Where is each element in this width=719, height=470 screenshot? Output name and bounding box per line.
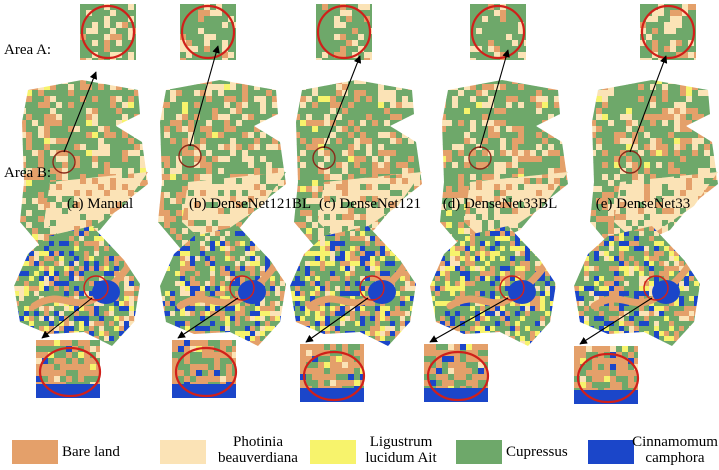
zoom-arrow-top-4 [629, 55, 668, 153]
area-b-label: Area B: [4, 165, 52, 181]
zoom-arrow-top-3 [479, 49, 510, 149]
caption-densenet121bl: (b) DenseNet121BL [188, 196, 312, 212]
legend-swatch-bare-land [12, 440, 58, 464]
inset-bottom-1 [172, 340, 238, 398]
legend-swatch-photinia [160, 440, 206, 464]
zoom-arrow-bottom-2 [305, 297, 369, 343]
zoom-arrow-top-0 [63, 71, 98, 153]
inset-bottom-3 [424, 344, 490, 402]
zoom-arrow-bottom-1 [177, 297, 239, 339]
inset-area-a-2 [316, 4, 372, 60]
legend-swatch-cinnamomum [588, 440, 634, 464]
area-a-label: Area A: [4, 42, 52, 58]
map-bottom-4 [574, 226, 700, 346]
inset-area-a-0 [80, 4, 136, 60]
legend-label-photinia: Photinia beauverdiana [218, 434, 298, 466]
legend-swatch-cupressus [456, 440, 502, 464]
inset-bottom-2 [300, 344, 366, 402]
map-bottom-0 [14, 226, 140, 346]
legend-swatch-ligustrum [310, 440, 356, 464]
inset-area-a-4 [640, 4, 696, 60]
map-bottom-2 [290, 226, 416, 346]
inset-area-a-1 [180, 4, 236, 60]
legend-label-ligustrum: Ligustrum lucidum Ait [365, 434, 437, 466]
zoom-arrow-bottom-4 [579, 297, 653, 345]
legend-label-cupressus: Cupressus [506, 444, 568, 460]
zoom-arrow-top-1 [189, 45, 220, 147]
inset-bottom-4 [574, 346, 640, 404]
zoom-arrow-bottom-0 [41, 297, 93, 339]
map-top-1 [158, 80, 286, 248]
inset-area-a-3 [470, 4, 526, 60]
caption-densenet121: (c) DenseNet121 [318, 196, 422, 212]
caption-densenet33: (e) DenseNet33 [595, 196, 691, 212]
caption-manual: (a) Manual [66, 196, 134, 212]
caption-densenet33bl: (d) DenseNet33BL [442, 196, 558, 212]
inset-bottom-0 [36, 340, 102, 398]
map-bottom-3 [430, 226, 556, 346]
legend-label-cinnamomum: Cinnamomum camphora [632, 434, 718, 466]
legend-label-bare-land: Bare land [62, 444, 120, 460]
zoom-arrow-top-2 [323, 55, 362, 149]
zoom-arrow-bottom-3 [429, 297, 509, 343]
